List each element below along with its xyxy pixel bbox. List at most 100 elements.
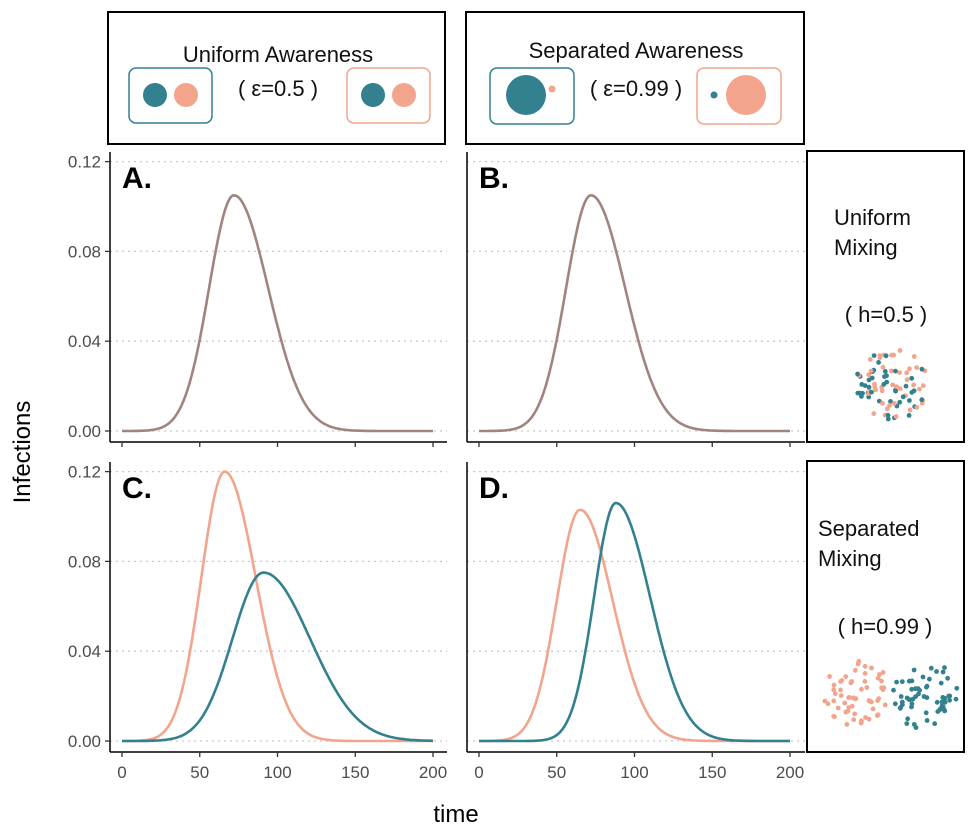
population-dot [862,671,868,676]
population-dot [866,372,872,378]
population-dot [945,675,950,681]
population-dot [859,686,864,692]
population-dot [860,390,865,396]
header-title: Uniform Awareness [183,42,373,67]
panels: 0.00 0.04 0.08 0.12 A. B. 0.00 0.04 0.08 0.12 0 50 1… [68,152,805,782]
population-dot [827,674,832,679]
population-dot [859,382,865,387]
population-dot [881,685,887,691]
side-box [806,460,965,753]
population-dot [859,718,864,724]
population-dot [898,694,904,699]
population-dot [879,388,885,394]
population-dot [876,360,881,365]
population-dot [872,384,878,390]
population-dot [946,693,952,699]
population-dot [940,695,946,700]
panel-2: B. [466,152,805,447]
population-dot [904,370,910,376]
population-dot [894,384,899,389]
population-dot [904,377,910,383]
side-box [806,150,965,443]
population-dot [911,667,917,673]
population-dot [846,695,852,700]
population-dot [825,701,831,707]
x-tick-label: 50 [190,763,209,782]
series-line [122,470,433,743]
population-dot [832,714,837,720]
header-box [107,11,446,145]
panel-label: B. [479,162,509,195]
population-dot [891,687,896,693]
population-dot [850,695,856,701]
population-dot [897,705,903,711]
population-dot [880,670,886,675]
population-dot [897,348,903,353]
population-dot [844,722,850,727]
population-dot [831,682,837,688]
population-dot [889,368,894,374]
population-dot [843,674,849,679]
population-dot [900,702,905,708]
side-label-line1: Uniform [834,205,911,230]
population-dot [831,687,837,693]
panel-label: D. [479,472,509,505]
population-dot [941,707,947,713]
population-dot [897,386,903,392]
side-separated-mixing: Separated Mixing ( h=0.99 ) [806,460,965,753]
population-dot [919,397,925,403]
population-dot [932,721,938,727]
population-dot [871,411,877,416]
population-dot [875,675,881,681]
population-dot [835,705,841,711]
population-dot [923,710,929,716]
population-dot [940,669,946,675]
population-dot [887,403,892,408]
y-tick-label: 0.04 [68,332,101,351]
population-dot [880,400,885,406]
population-dot [913,686,918,692]
x-tick-label: 0 [117,763,126,782]
panel-label: C. [122,472,152,505]
population-dot [913,694,918,699]
population-dot [928,665,934,671]
panel-4: 0 50 100 150 200 D. [466,462,805,782]
population-dot [883,353,889,359]
population-dot [869,665,874,671]
population-dot [875,712,880,718]
population-dot [855,390,861,396]
population-dot [907,398,912,403]
population-dot [938,680,944,686]
side-param: ( h=0.5 ) [845,302,928,327]
population-dot [856,658,862,664]
y-tick-label: 0.08 [68,242,101,261]
population-dot [866,394,872,400]
panel-3: 0.00 0.04 0.08 0.12 0 50 100 150 200 C. [68,462,447,782]
series-line [122,571,434,743]
x-tick-label: 0 [474,763,483,782]
y-tick-label: 0.12 [68,463,101,482]
population-dot [842,700,848,706]
separated-awareness-icon-salmon-group [696,67,782,125]
population-dot [920,674,926,680]
y-tick-label: 0.00 [68,732,101,751]
population-dot [882,374,887,379]
side-label-line1: Separated [818,516,920,541]
population-dot [924,683,930,689]
population-dot [866,716,872,722]
population-dot [867,357,873,362]
population-dot [906,413,912,418]
population-dot [934,669,939,674]
side-label-line2: Mixing [834,235,898,260]
population-dot [924,718,930,723]
population-dot [900,394,906,400]
population-dot [869,389,874,395]
uniform-awareness-icon-salmon-group [346,67,431,124]
panel-1: 0.00 0.04 0.08 0.12 A. [68,152,447,447]
population-dot [866,698,872,704]
y-tick-label: 0.00 [68,422,101,441]
population-dot [839,678,845,683]
population-dot [845,708,851,714]
y-tick-label: 0.12 [68,153,101,172]
population-dot [877,672,882,677]
